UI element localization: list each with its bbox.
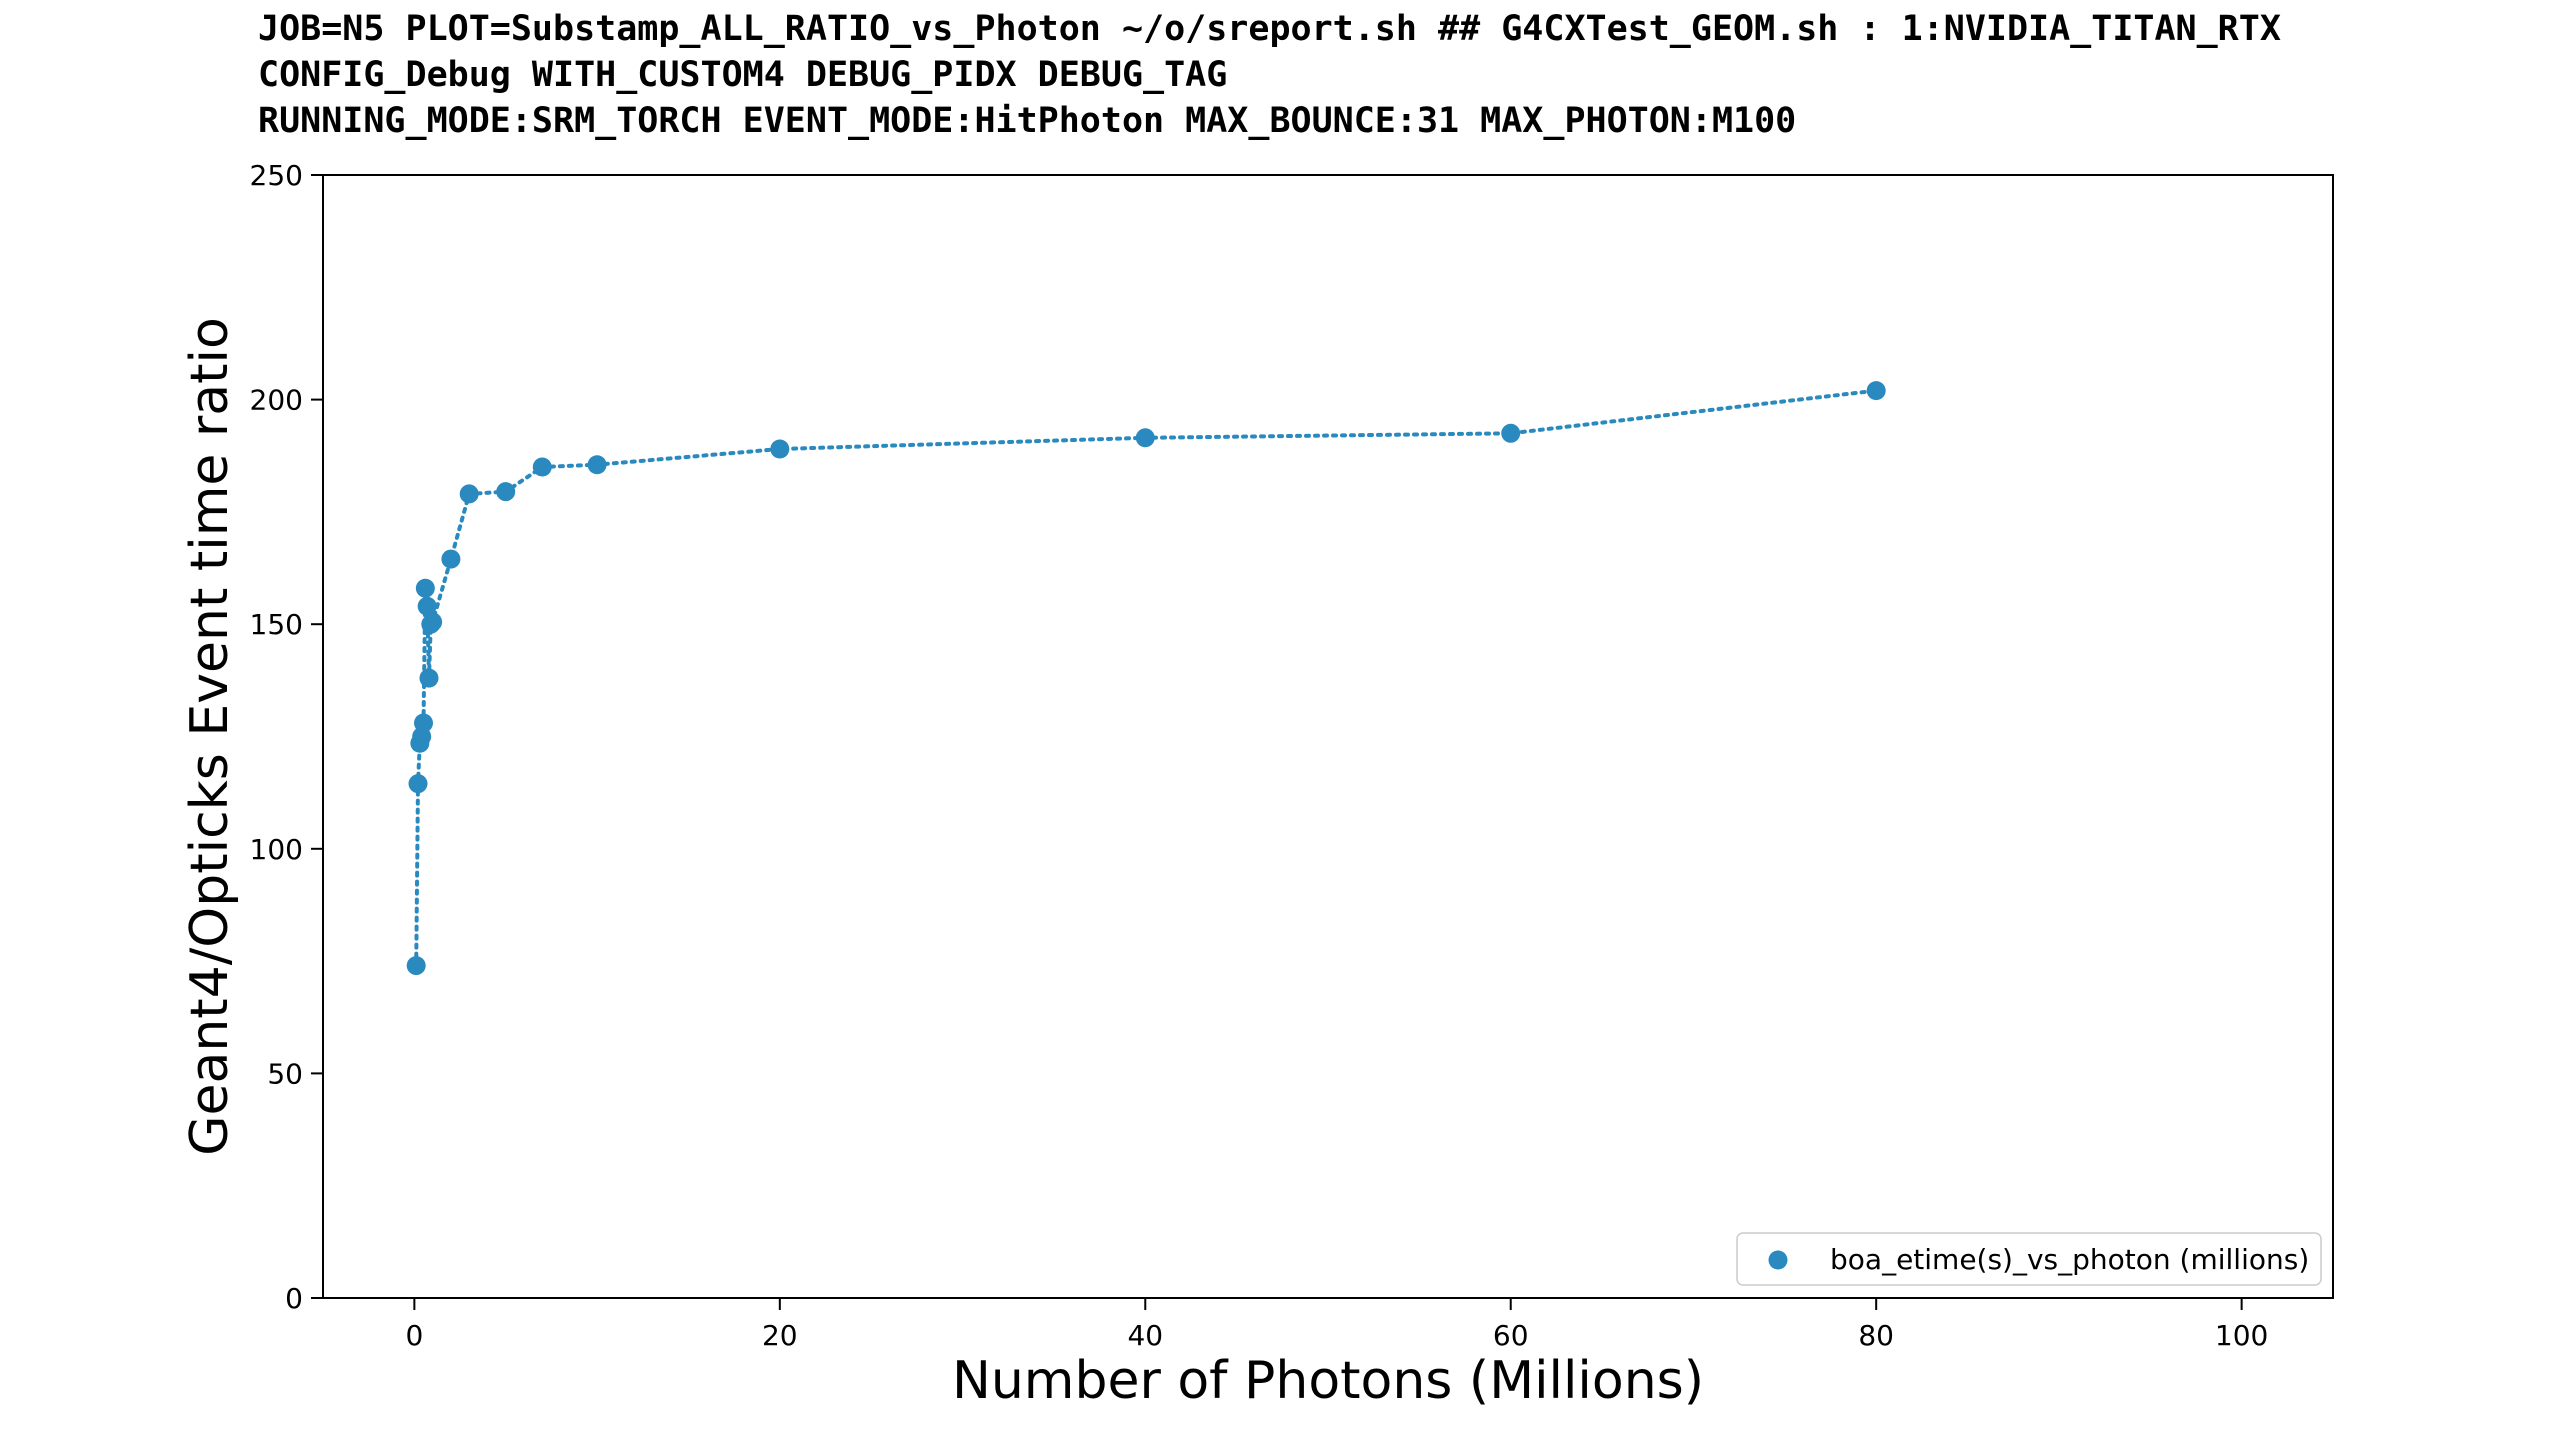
y-axis-label: Geant4/Opticks Event time ratio [180, 317, 240, 1156]
data-point [441, 549, 461, 569]
y-tick-label: 250 [250, 159, 303, 192]
data-point [496, 482, 516, 502]
y-tick-label: 100 [250, 833, 303, 866]
title-line-3: RUNNING_MODE:SRM_TORCH EVENT_MODE:HitPho… [258, 101, 1797, 141]
data-point [423, 612, 443, 632]
x-tick-label: 40 [1127, 1319, 1163, 1352]
data-point [408, 774, 428, 794]
legend: boa_etime(s)_vs_photon (millions) [1736, 1232, 2322, 1286]
title-line-2: CONFIG_Debug WITH_CUSTOM4 DEBUG_PIDX DEB… [258, 55, 1228, 95]
series-line [414, 388, 1879, 968]
data-point [587, 455, 607, 475]
y-axis: 0 50 100 150 200 250 [250, 159, 323, 1315]
data-point [1135, 428, 1155, 448]
x-tick-label: 0 [405, 1319, 423, 1352]
figure-title: JOB=N5 PLOT=Substamp_ALL_RATIO_vs_Photon… [258, 6, 2281, 144]
y-tick-label: 0 [285, 1282, 303, 1315]
x-tick-label: 100 [2215, 1319, 2268, 1352]
data-point [1501, 423, 1521, 443]
data-point [459, 484, 479, 504]
data-point [419, 668, 439, 688]
x-tick-label: 80 [1858, 1319, 1894, 1352]
series-layer [406, 381, 1886, 976]
legend-label: boa_etime(s)_vs_photon (millions) [1830, 1243, 2309, 1276]
title-line-1: JOB=N5 PLOT=Substamp_ALL_RATIO_vs_Photon… [258, 9, 2281, 49]
data-point [417, 596, 437, 616]
plot-frame [322, 174, 2334, 1299]
data-point [532, 457, 552, 477]
data-point [770, 439, 790, 459]
legend-marker [1768, 1250, 1788, 1270]
data-point [406, 956, 426, 976]
data-point [414, 713, 433, 733]
y-tick-label: 150 [250, 608, 303, 641]
x-tick-label: 60 [1493, 1319, 1529, 1352]
y-tick-label: 50 [267, 1057, 303, 1090]
data-point [1866, 381, 1886, 401]
data-point [415, 578, 435, 598]
x-axis: 0 20 40 60 80 100 [405, 1298, 2268, 1352]
legend-box [1736, 1232, 2322, 1286]
y-tick-label: 200 [250, 384, 303, 417]
x-axis-label: Number of Photons (Millions) [952, 1351, 1704, 1411]
x-tick-label: 20 [762, 1319, 798, 1352]
